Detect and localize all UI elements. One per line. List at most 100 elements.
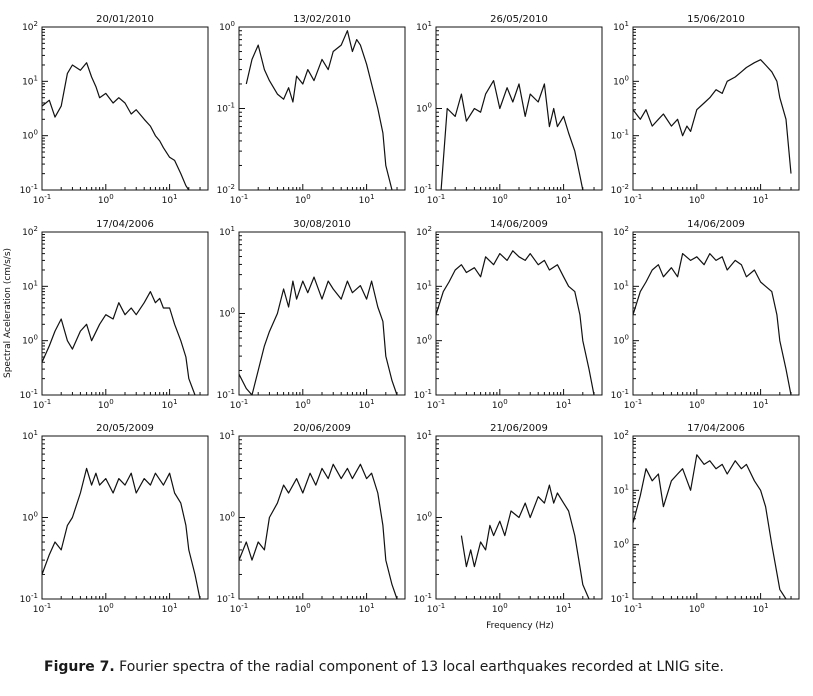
x-tick-label: 10-1	[33, 193, 51, 206]
x-tick-label: 10-1	[230, 398, 248, 411]
plot-frame	[435, 26, 603, 191]
x-tick-label: 10-1	[624, 193, 642, 206]
x-tick-label: 100	[492, 602, 508, 615]
panel-title: 30/08/2010	[293, 219, 351, 230]
spectrum-line	[41, 62, 190, 191]
panel-title: 20/01/2010	[96, 14, 154, 25]
x-tick-label: 101	[359, 602, 375, 615]
x-tick-label: 101	[753, 602, 769, 615]
y-tick-label: 100	[22, 129, 38, 142]
y-tick-label: 100	[416, 511, 432, 524]
spectrum-line	[632, 454, 787, 600]
panel-8: 14/06/2009 10-1 100 101 10-1 100 101 102	[611, 219, 800, 411]
x-tick-label: 100	[295, 398, 311, 411]
y-tick-label: 101	[219, 225, 235, 238]
y-tick-label: 101	[416, 20, 432, 33]
panel-title: 17/04/2006	[687, 423, 745, 434]
plot-frame	[238, 435, 406, 600]
y-tick-label: 102	[22, 20, 38, 33]
x-tick-label: 100	[98, 602, 114, 615]
y-tick-label: 102	[613, 429, 629, 442]
panel-10: 20/06/2009 10-1 100 101 10-1 100 101	[217, 423, 406, 615]
y-tick-label: 101	[22, 74, 38, 87]
x-tick-label: 10-1	[427, 602, 445, 615]
y-tick-label: 10-1	[611, 388, 629, 401]
y-tick-label: 10-1	[20, 183, 38, 196]
plot-frame	[238, 26, 406, 191]
y-tick-label: 100	[613, 538, 629, 551]
panel-title: 14/06/2009	[490, 219, 548, 230]
x-tick-label: 100	[689, 398, 705, 411]
plot-frame	[632, 231, 800, 396]
panels: 20/01/2010 10-1 100 101 10-1 100 101 102 13/02/2…	[20, 14, 800, 615]
panel-11: 21/06/2009 10-1 100 101 10-1 100 101	[414, 423, 603, 615]
spectrum-line	[238, 276, 398, 396]
y-tick-label: 100	[219, 20, 235, 33]
spectrum-line	[440, 80, 584, 191]
x-tick-label: 100	[492, 398, 508, 411]
x-tick-label: 101	[556, 193, 572, 206]
panel-title: 20/06/2009	[293, 423, 351, 434]
x-tick-label: 101	[556, 398, 572, 411]
y-tick-label: 10-1	[20, 592, 38, 605]
x-tick-label: 10-1	[427, 398, 445, 411]
x-tick-label: 100	[689, 602, 705, 615]
panel-5: 17/04/2006 10-1 100 101 10-1 100 101 102	[20, 219, 209, 411]
panel-7: 14/06/2009 10-1 100 101 10-1 100 101 102	[414, 219, 603, 411]
x-tick-label: 101	[359, 398, 375, 411]
y-tick-label: 101	[416, 429, 432, 442]
y-tick-label: 10-1	[414, 592, 432, 605]
x-tick-label: 100	[295, 602, 311, 615]
y-tick-label: 101	[613, 279, 629, 292]
y-tick-label: 10-1	[20, 388, 38, 401]
caption-label: Figure 7.	[44, 659, 115, 675]
y-tick-label: 102	[416, 225, 432, 238]
y-tick-label: 101	[613, 483, 629, 496]
spectrum-line	[632, 59, 792, 174]
x-tick-label: 10-1	[624, 602, 642, 615]
y-tick-label: 10-1	[611, 129, 629, 142]
x-tick-label: 100	[98, 398, 114, 411]
y-tick-label: 101	[416, 279, 432, 292]
y-tick-label: 10-1	[217, 102, 235, 115]
plot-frame	[632, 435, 800, 600]
y-tick-label: 101	[22, 429, 38, 442]
y-tick-label: 10-1	[217, 388, 235, 401]
x-tick-label: 101	[162, 398, 178, 411]
spectrum-line	[41, 291, 196, 396]
y-tick-label: 100	[613, 334, 629, 347]
panel-title: 26/05/2010	[490, 14, 548, 25]
spectrum-line	[435, 250, 595, 396]
x-tick-label: 101	[753, 193, 769, 206]
y-tick-label: 100	[219, 511, 235, 524]
y-tick-label: 101	[613, 20, 629, 33]
panel-1: 20/01/2010 10-1 100 101 10-1 100 101 102	[20, 14, 209, 206]
x-tick-label: 10-1	[230, 602, 248, 615]
panel-title: 13/02/2010	[293, 14, 351, 25]
caption-text: Fourier spectra of the radial component …	[119, 659, 724, 675]
y-tick-label: 100	[219, 307, 235, 320]
x-tick-label: 100	[295, 193, 311, 206]
x-tick-label: 101	[359, 193, 375, 206]
y-tick-label: 100	[416, 102, 432, 115]
x-tick-label: 10-1	[427, 193, 445, 206]
x-tick-label: 10-1	[33, 602, 51, 615]
panel-title: 20/05/2009	[96, 423, 154, 434]
plot-frame	[632, 26, 800, 191]
y-tick-label: 100	[22, 334, 38, 347]
y-tick-label: 10-2	[611, 183, 629, 196]
x-tick-label: 100	[492, 193, 508, 206]
panel-title: 15/06/2010	[687, 14, 745, 25]
y-tick-label: 10-1	[414, 388, 432, 401]
y-tick-label: 100	[416, 334, 432, 347]
x-tick-label: 10-1	[624, 398, 642, 411]
panel-3: 26/05/2010 10-1 100 101 10-1 100 101	[414, 14, 603, 206]
spectrum-line	[238, 463, 398, 600]
spectrum-line	[632, 253, 792, 396]
x-tick-label: 101	[162, 602, 178, 615]
spectrum-line	[460, 484, 590, 600]
panel-6: 30/08/2010 10-1 100 101 10-1 100 101	[217, 219, 406, 411]
